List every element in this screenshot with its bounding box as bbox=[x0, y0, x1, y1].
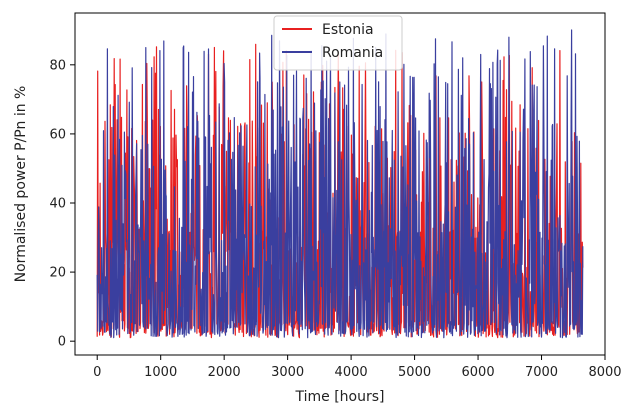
y-tick-label: 60 bbox=[49, 127, 66, 142]
x-tick-label: 2000 bbox=[208, 365, 241, 380]
y-tick-label: 80 bbox=[49, 58, 66, 73]
y-tick-label: 20 bbox=[49, 266, 66, 281]
y-axis: 0 20 40 60 80 bbox=[49, 58, 75, 350]
plot-frame bbox=[74, 12, 606, 356]
series-layer bbox=[96, 29, 584, 339]
x-tick-label: 6000 bbox=[462, 365, 495, 380]
legend-label-romania: Romania bbox=[322, 45, 383, 61]
x-tick-label: 5000 bbox=[398, 365, 431, 380]
y-tick-label: 40 bbox=[49, 197, 66, 212]
x-axis-label: Time [hours] bbox=[295, 389, 385, 405]
x-tick-label: 3000 bbox=[271, 365, 304, 380]
x-tick-label: 4000 bbox=[335, 365, 368, 380]
x-tick-label: 7000 bbox=[525, 365, 558, 380]
series-line-romania bbox=[96, 29, 584, 339]
x-tick-label: 1000 bbox=[144, 365, 177, 380]
x-axis: 0 1000 2000 3000 4000 5000 6000 7000 8000 bbox=[93, 355, 622, 380]
legend-label-estonia: Estonia bbox=[322, 22, 374, 38]
legend: Estonia Romania bbox=[273, 15, 403, 71]
x-tick-label: 0 bbox=[93, 365, 101, 380]
y-axis-label: Normalised power P/Pn in % bbox=[13, 86, 29, 283]
x-tick-label: 8000 bbox=[588, 365, 621, 380]
y-tick-label: 0 bbox=[58, 335, 66, 350]
